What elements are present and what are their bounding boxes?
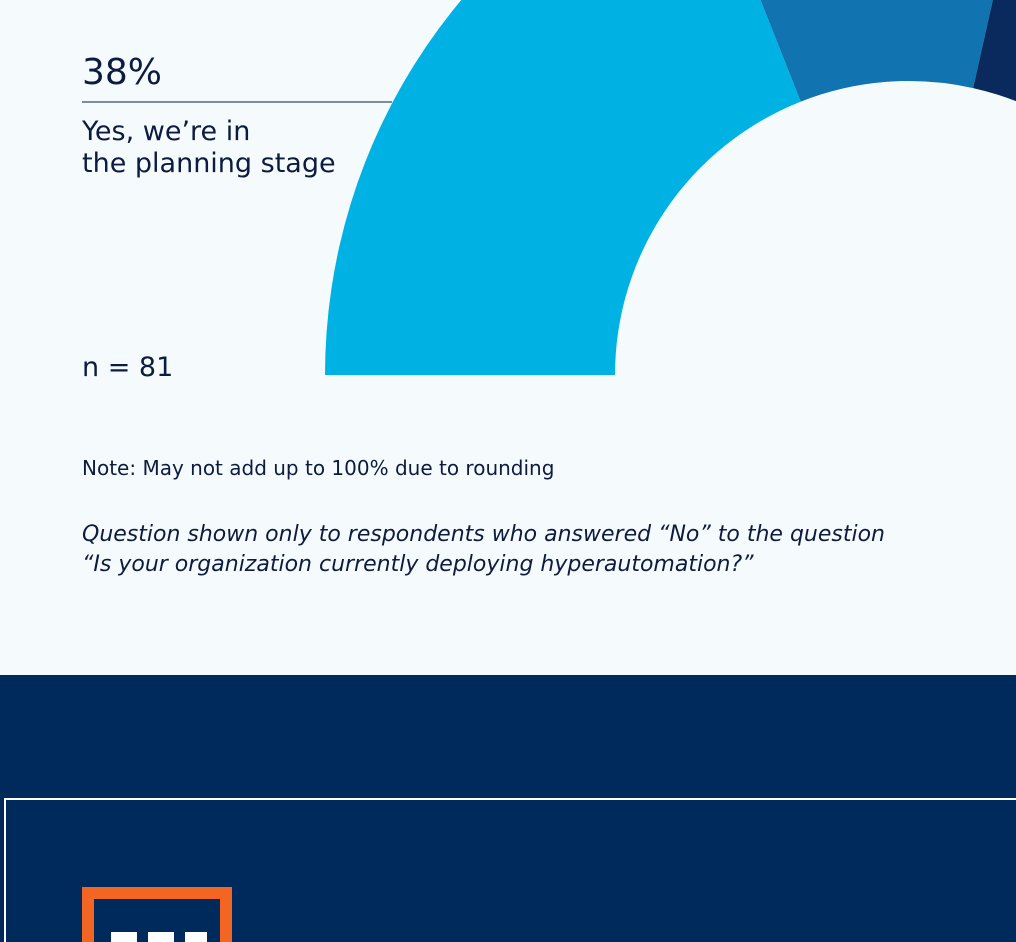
footer-card [4,798,1016,942]
donut-segment [760,0,993,102]
category-label: Yes, we’re in the planning stage [81,116,336,179]
donut-segment [325,0,801,375]
logo-bar [111,932,137,942]
donut-remainder [973,0,1016,102]
donut [325,0,1016,375]
logo-bar [148,932,174,942]
value-label: 38% [82,52,162,93]
logo-icon [82,887,232,942]
logo-bar [185,932,207,942]
sample-size: n = 81 [82,352,173,383]
question-line: “Is your organization currently deployin… [82,552,754,577]
footer-band [0,675,1016,942]
question-line: Question shown only to respondents who a… [82,522,885,547]
note: Note: May not add up to 100% due to roun… [82,456,554,480]
